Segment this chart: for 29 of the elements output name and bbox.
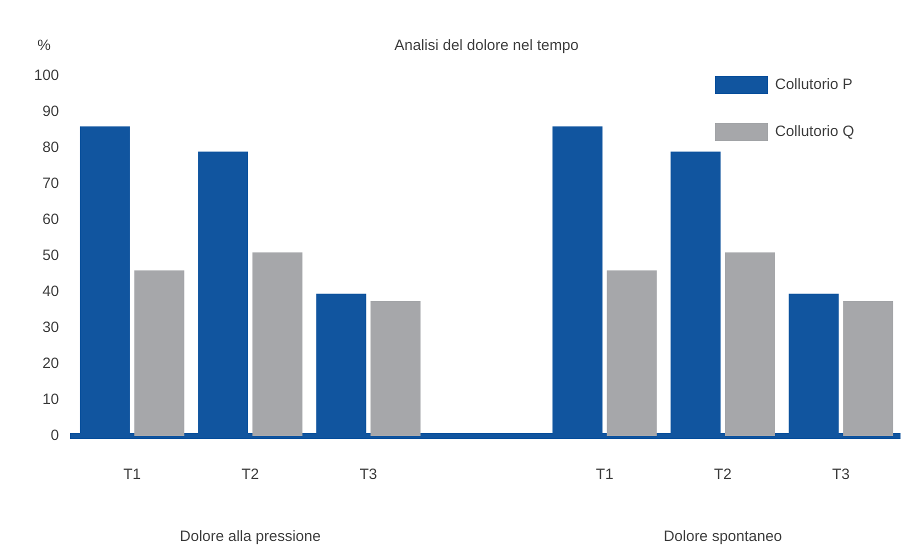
- legend-label: Collutorio Q: [775, 123, 854, 140]
- y-tick-label: 90: [42, 103, 60, 120]
- x-tick-label: T3: [360, 466, 378, 484]
- x-tick-label: T3: [832, 466, 850, 484]
- bar: [252, 252, 302, 436]
- y-tick-label: 60: [42, 211, 60, 228]
- x-tick-label: T2: [714, 466, 732, 484]
- bar: [370, 301, 421, 436]
- y-tick-label: 100: [34, 67, 60, 84]
- x-tick-label: T1: [596, 466, 614, 484]
- y-tick-label: 50: [42, 247, 60, 264]
- y-tick-label: 0: [50, 427, 60, 444]
- bar: [724, 252, 775, 436]
- x-tick-label: T2: [241, 466, 259, 484]
- y-tick-label: 20: [42, 355, 60, 372]
- y-tick-label: 80: [42, 139, 60, 156]
- y-tick-label: 30: [42, 319, 60, 336]
- y-axis-title: %: [37, 37, 51, 54]
- bar: [843, 301, 894, 436]
- y-tick-label: 40: [42, 283, 60, 300]
- y-tick-label: 10: [42, 391, 60, 408]
- x-tick-label: T1: [123, 466, 141, 484]
- text: Dolore alla pressione: [180, 528, 321, 546]
- legend-label: Collutorio P: [775, 76, 853, 94]
- bar: [606, 270, 657, 436]
- text: Dolore spontaneo: [664, 528, 782, 546]
- bar: [134, 270, 184, 436]
- y-tick-label: 70: [42, 175, 60, 192]
- chart-title: Analisi del dolore nel tempo: [394, 37, 579, 54]
